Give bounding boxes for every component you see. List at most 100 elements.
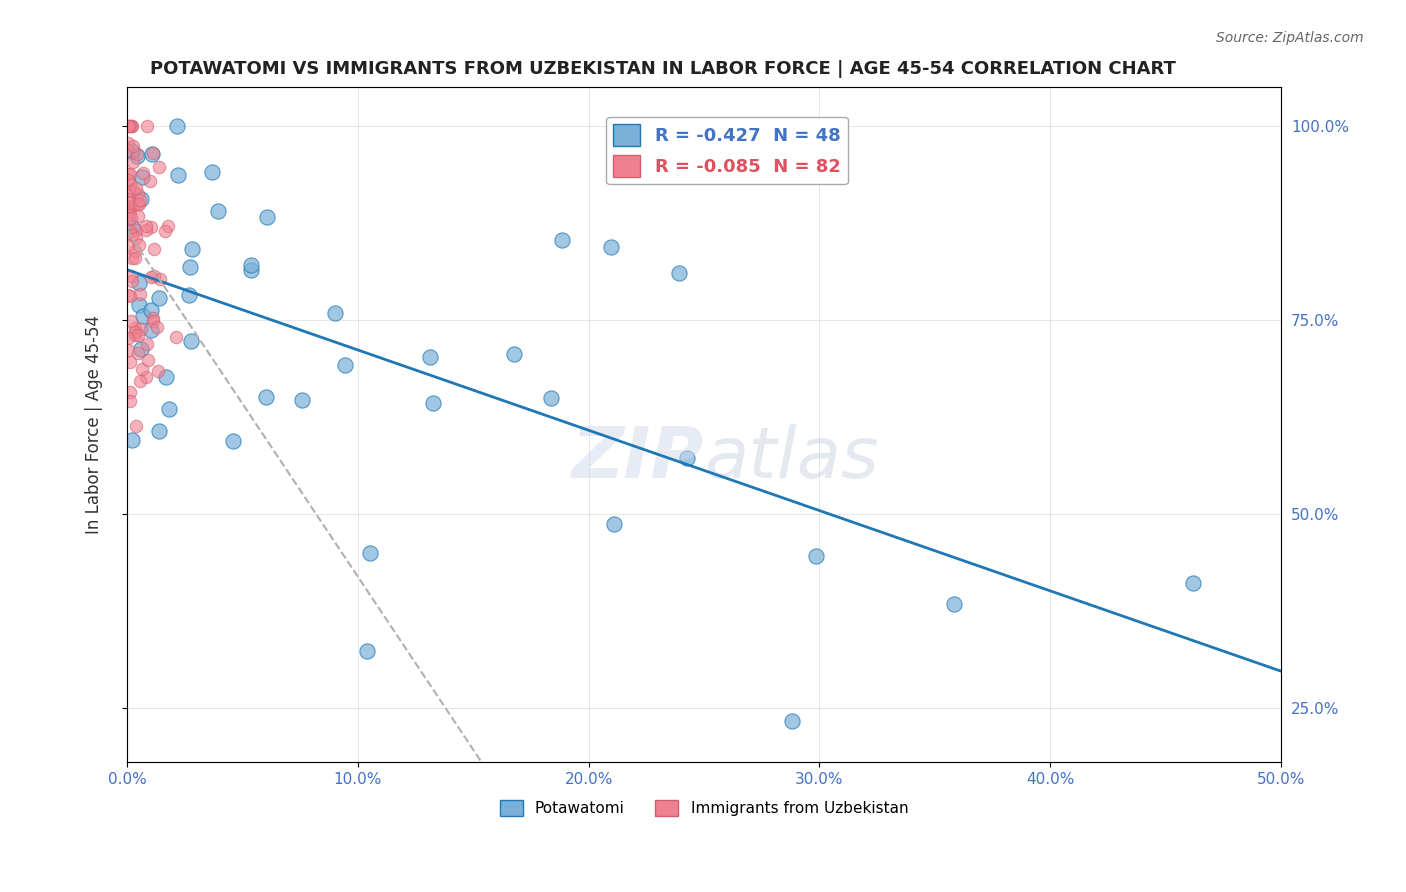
Point — [124, 321, 146, 335]
Point — [135, 219, 157, 234]
Point — [120, 394, 142, 409]
Point — [120, 268, 142, 283]
Point — [142, 146, 165, 161]
Point — [128, 238, 150, 252]
Point — [128, 298, 150, 312]
Point — [179, 260, 201, 275]
Point — [127, 345, 149, 359]
Point — [139, 302, 162, 317]
Point — [135, 369, 157, 384]
Point — [135, 223, 157, 237]
Point — [118, 120, 141, 134]
Point — [207, 203, 229, 218]
Point — [125, 418, 148, 433]
Point — [124, 325, 146, 339]
Point — [325, 306, 347, 320]
Point — [129, 374, 152, 388]
Point — [138, 174, 160, 188]
Point — [118, 196, 141, 211]
Point — [148, 160, 170, 174]
Text: Source: ZipAtlas.com: Source: ZipAtlas.com — [1216, 31, 1364, 45]
Point — [142, 242, 165, 256]
Point — [145, 320, 167, 334]
Point — [136, 353, 159, 368]
Point — [127, 186, 149, 201]
Point — [128, 327, 150, 342]
Point — [129, 193, 152, 207]
Point — [121, 220, 143, 235]
Point — [128, 277, 150, 291]
Point — [165, 330, 187, 344]
Point — [129, 193, 152, 207]
Point — [780, 714, 803, 728]
Point — [551, 233, 574, 247]
Point — [131, 169, 153, 184]
Point — [120, 199, 142, 213]
Point — [201, 164, 224, 178]
Point — [131, 362, 153, 376]
Point — [127, 149, 149, 163]
Point — [117, 200, 139, 214]
Point — [120, 167, 142, 181]
Point — [118, 205, 141, 219]
Point — [146, 364, 169, 378]
Point — [120, 211, 142, 225]
Point — [135, 120, 157, 134]
Point — [676, 451, 699, 466]
Point — [120, 314, 142, 328]
Point — [125, 223, 148, 237]
Point — [167, 168, 190, 182]
Point — [121, 144, 143, 158]
Point — [166, 120, 188, 134]
Y-axis label: In Labor Force | Age 45-54: In Labor Force | Age 45-54 — [86, 316, 103, 534]
Point — [117, 343, 139, 358]
Point — [117, 167, 139, 181]
Point — [117, 120, 139, 134]
Point — [540, 392, 562, 406]
Text: ZIP: ZIP — [572, 425, 704, 493]
Point — [143, 268, 166, 283]
Point — [155, 369, 177, 384]
Point — [181, 243, 204, 257]
Point — [254, 390, 277, 404]
Point — [600, 239, 623, 253]
Point — [120, 289, 142, 303]
Text: atlas: atlas — [704, 425, 879, 493]
Point — [124, 181, 146, 195]
Point — [1182, 575, 1205, 590]
Point — [118, 224, 141, 238]
Point — [124, 244, 146, 258]
Point — [128, 197, 150, 211]
Point — [118, 211, 141, 226]
Point — [129, 343, 152, 357]
Point — [333, 358, 356, 372]
Point — [125, 230, 148, 244]
Text: POTAWATOMI VS IMMIGRANTS FROM UZBEKISTAN IN LABOR FORCE | AGE 45-54 CORRELATION : POTAWATOMI VS IMMIGRANTS FROM UZBEKISTAN… — [150, 60, 1175, 78]
Point — [157, 219, 180, 233]
Point — [124, 327, 146, 342]
Point — [120, 120, 142, 134]
Point — [942, 597, 965, 611]
Point — [128, 287, 150, 301]
Point — [122, 154, 145, 169]
Point — [121, 252, 143, 266]
Point — [139, 323, 162, 337]
Point — [180, 334, 202, 348]
Point — [291, 392, 314, 407]
Point — [117, 183, 139, 197]
Point — [121, 274, 143, 288]
Point — [117, 136, 139, 150]
Point — [148, 425, 170, 439]
Point — [222, 434, 245, 448]
Point — [239, 262, 262, 277]
Point — [124, 197, 146, 211]
Point — [129, 322, 152, 336]
Point — [359, 546, 381, 560]
Point — [668, 266, 690, 280]
Point — [804, 549, 827, 563]
Point — [120, 178, 142, 192]
Point — [422, 396, 444, 410]
Point — [419, 350, 441, 364]
Point — [118, 200, 141, 214]
Point — [117, 143, 139, 157]
